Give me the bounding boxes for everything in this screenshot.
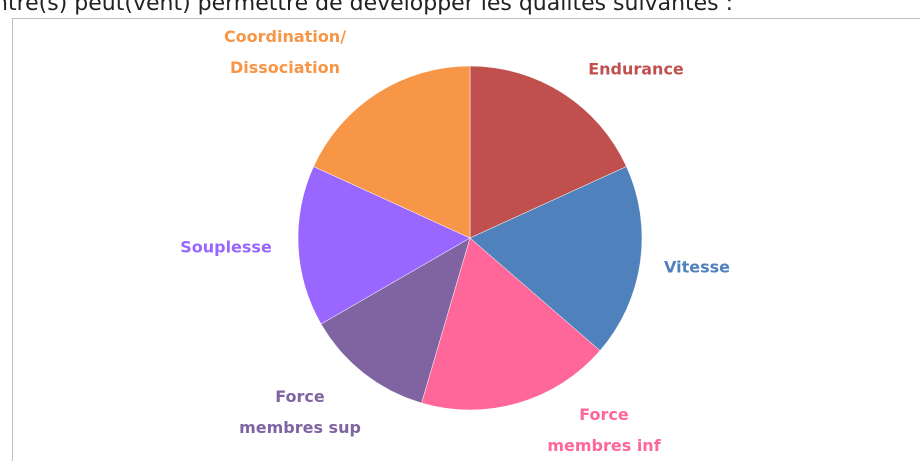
pie-slice: [421, 237, 601, 411]
slice-label: Vitesse: [664, 258, 730, 277]
pie-slice: [469, 65, 627, 239]
slice-label: Force membres inf: [547, 405, 661, 455]
pie-slice: [320, 237, 471, 404]
pie-slice: [469, 166, 643, 351]
pie-slice: [297, 166, 471, 325]
slice-label: Endurance: [588, 60, 684, 79]
chart-frame: [12, 18, 920, 461]
slice-label: Coordination/Dissociation: [224, 27, 346, 77]
slice-label: Force membres sup: [239, 387, 361, 437]
pie-slice: [313, 65, 471, 239]
chart-title: ntre(s) peut(vent) permettre de développ…: [0, 0, 733, 16]
slice-label: Souplesse: [180, 238, 272, 257]
